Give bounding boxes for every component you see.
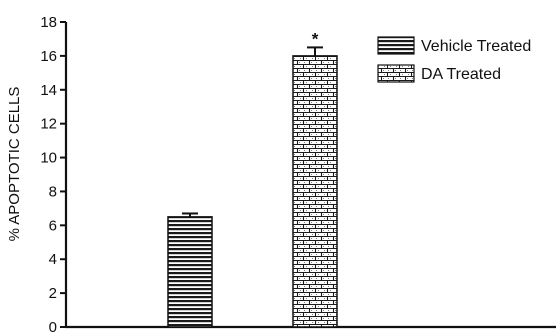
bar-da-treated	[292, 55, 338, 328]
error-bars	[182, 46, 323, 217]
bars	[167, 55, 338, 328]
y-tick-label: 18	[40, 14, 57, 31]
legend-swatch	[377, 36, 415, 55]
y-tick-label: 16	[40, 48, 57, 65]
legend-label: DA Treated	[421, 66, 501, 83]
legend: Vehicle Treated DA Treated	[377, 36, 531, 83]
y-ticks: 0 2 4 6 8 10 12 14 16 18	[40, 14, 66, 333]
y-axis-label: % APOPTOTIC CELLS	[6, 87, 23, 242]
significance-marker: *	[312, 29, 319, 48]
legend-label: Vehicle Treated	[421, 38, 531, 55]
y-tick-label: 10	[40, 150, 57, 167]
y-tick-label: 4	[49, 251, 57, 268]
y-tick-label: 6	[49, 217, 57, 234]
legend-swatch	[377, 64, 415, 83]
y-tick-label: 8	[49, 183, 57, 200]
y-tick-label: 0	[49, 319, 57, 333]
annotations: *	[312, 29, 319, 48]
y-tick-label: 14	[40, 82, 57, 99]
y-tick-label: 12	[40, 116, 57, 133]
y-tick-label: 2	[49, 285, 57, 302]
bar-vehicle-treated	[167, 216, 213, 328]
